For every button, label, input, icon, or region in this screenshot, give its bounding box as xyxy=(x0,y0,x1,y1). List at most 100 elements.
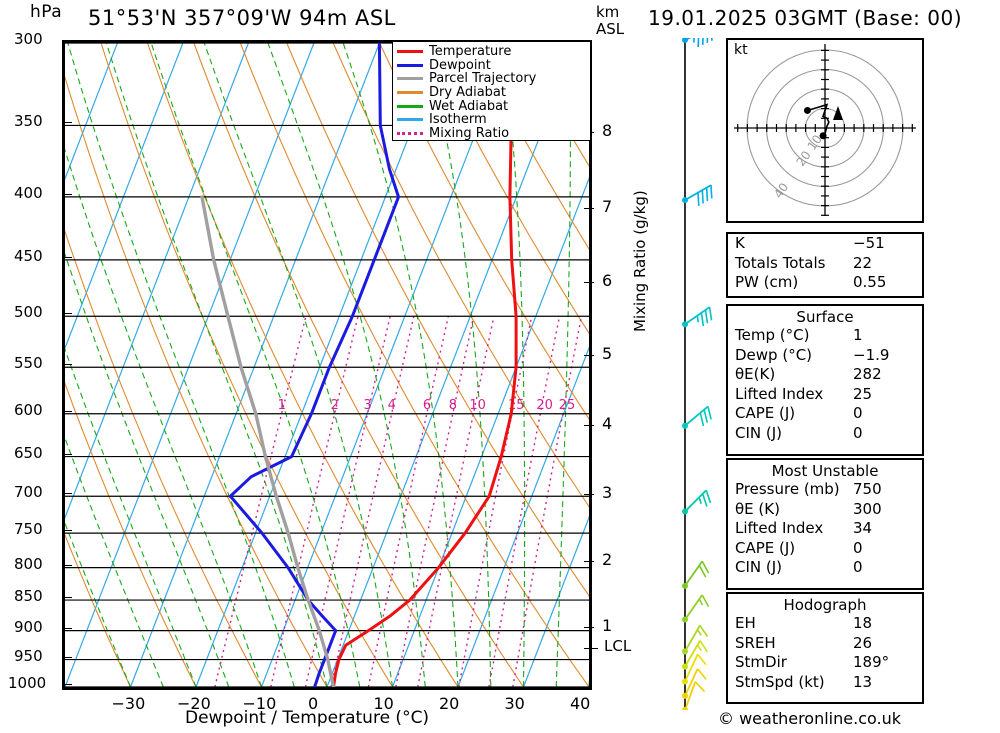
legend-label: Dry Adiabat xyxy=(429,85,506,101)
legend-label: Wet Adiabat xyxy=(429,98,509,114)
surface-panel: Surface Temp (°C) 1 Dewp (°C) −1.9 θE(K) 282 L… xyxy=(726,304,924,456)
pressure-tick-550: 550 xyxy=(14,354,43,373)
temp-tick-30: 30 xyxy=(504,694,525,713)
hodograph-stats-panel: Hodograph EH 18 SREH 26 StmDir 189° StmSpd (kt… xyxy=(726,592,924,704)
station-title: 51°53'N 357°09'W 94m ASL xyxy=(88,6,396,30)
stat-row: θE(K) 282 xyxy=(728,365,922,385)
pressure-tick-mark xyxy=(64,313,72,315)
most-unstable-title: Most Unstable xyxy=(771,462,879,480)
temp-tick-40: 40 xyxy=(570,694,591,713)
stat-key: θE(K) xyxy=(735,365,776,384)
stat-row: K −51 xyxy=(728,234,922,254)
svg-text:3: 3 xyxy=(363,398,371,413)
temp-tick--30: −30 xyxy=(111,694,146,713)
surface-title: Surface xyxy=(796,308,854,326)
stat-row: StmDir 189° xyxy=(728,653,922,673)
wind-barb-column xyxy=(648,26,722,713)
stat-key: Dewp (°C) xyxy=(735,345,813,364)
stat-row: CIN (J) 0 xyxy=(728,558,922,578)
legend-swatch-icon xyxy=(397,77,423,81)
hodograph-unit-label: kt xyxy=(734,42,748,58)
wind-barb-canvas xyxy=(682,26,713,713)
pressure-tick-mark xyxy=(64,40,72,41)
pressure-tick-mark xyxy=(64,410,72,412)
legend-item-isotherm: Isotherm xyxy=(397,113,586,127)
indices-panel: K −51 Totals Totals 22 PW (cm) 0.55 xyxy=(726,232,924,298)
most-unstable-panel: Most Unstable Pressure (mb) 750 θE (K) 300 L… xyxy=(726,458,924,590)
stat-value: 13 xyxy=(853,672,873,691)
svg-text:6: 6 xyxy=(423,398,431,413)
pressure-tick-mark xyxy=(64,627,72,629)
svg-text:1: 1 xyxy=(278,398,286,413)
stat-key: CAPE (J) xyxy=(735,404,796,423)
height-tick-mark xyxy=(584,354,594,356)
stat-key: StmDir xyxy=(735,653,787,672)
temp-tick-10: 10 xyxy=(373,694,394,713)
legend-item-dewpoint: Dewpoint xyxy=(397,59,586,73)
stat-row: Pressure (mb) 750 xyxy=(728,480,922,500)
legend-label: Mixing Ratio xyxy=(429,125,510,141)
stat-value: 1 xyxy=(853,326,863,344)
wind-barb xyxy=(682,668,707,699)
stat-row: Dewp (°C) −1.9 xyxy=(728,346,922,366)
legend-label: Temperature xyxy=(429,44,512,60)
pressure-tick-mark xyxy=(64,684,72,685)
pressure-tick-700: 700 xyxy=(14,483,43,502)
wind-barb xyxy=(682,489,712,515)
pressure-tick-mark xyxy=(64,564,72,566)
pressure-tick-950: 950 xyxy=(14,646,43,665)
stat-value: −51 xyxy=(853,234,885,252)
mixing-ratio-axis-label: Mixing Ratio (g/kg) xyxy=(631,190,649,332)
stat-key: StmSpd (kt) xyxy=(735,672,825,691)
wind-barb xyxy=(682,653,707,685)
pressure-tick-500: 500 xyxy=(14,303,43,322)
stat-row: Lifted Index 34 xyxy=(728,519,922,539)
legend-swatch-icon xyxy=(397,50,423,54)
legend-swatch-icon xyxy=(397,118,423,122)
legend-item-dry-adiabat: Dry Adiabat xyxy=(397,86,586,100)
stat-value: 0.55 xyxy=(853,273,887,292)
pressure-tick-900: 900 xyxy=(14,617,43,636)
pressure-tick-mark xyxy=(64,656,72,658)
stat-value: 26 xyxy=(853,633,873,652)
stat-value: 22 xyxy=(853,253,873,272)
skewt-diagram[interactable]: 1 2 3 4 6 8 10 15 20 25 xyxy=(62,40,592,690)
pressure-tick-mark xyxy=(64,493,72,495)
legend-swatch-icon xyxy=(397,63,423,67)
temp-tick--10: −10 xyxy=(242,694,277,713)
stat-row: CAPE (J) 0 xyxy=(728,539,922,559)
wind-barb xyxy=(682,560,710,589)
pressure-tick-750: 750 xyxy=(14,520,43,539)
legend-label: Dewpoint xyxy=(429,57,491,73)
height-tick-mark xyxy=(584,282,594,284)
stat-value: 0 xyxy=(853,538,863,557)
stat-value: 0 xyxy=(853,404,863,423)
hodograph[interactable]: 10 20 40 kt xyxy=(726,38,924,223)
stat-key: Lifted Index xyxy=(735,384,824,403)
stat-value: 34 xyxy=(853,519,873,538)
pressure-tick-1000: 1000 xyxy=(8,674,47,692)
stat-value: 300 xyxy=(853,499,882,518)
stat-key: Temp (°C) xyxy=(735,326,810,344)
height-tick-3: 3 xyxy=(602,483,613,503)
stat-row: StmSpd (kt) 13 xyxy=(728,673,922,693)
wind-barb xyxy=(682,306,713,328)
stat-row: θE (K) 300 xyxy=(728,500,922,520)
pressure-tick-850: 850 xyxy=(14,587,43,606)
stat-row: EH 18 xyxy=(728,614,922,634)
wind-barb xyxy=(682,640,709,670)
pressure-tick-650: 650 xyxy=(14,443,43,462)
pressure-tick-mark xyxy=(64,453,72,455)
wind-barb xyxy=(682,405,712,429)
pressure-tick-mark xyxy=(64,193,72,195)
stat-row: Temp (°C) 1 xyxy=(728,326,922,346)
height-unit-label-line1: km xyxy=(596,3,620,21)
legend-item-wet-adiabat: Wet Adiabat xyxy=(397,99,586,113)
height-tick-mark xyxy=(584,494,594,496)
stat-value: 0 xyxy=(853,558,863,577)
svg-text:2: 2 xyxy=(331,398,339,413)
pressure-tick-mark xyxy=(64,256,72,258)
height-tick-6: 6 xyxy=(602,271,613,291)
pressure-tick-450: 450 xyxy=(14,246,43,265)
